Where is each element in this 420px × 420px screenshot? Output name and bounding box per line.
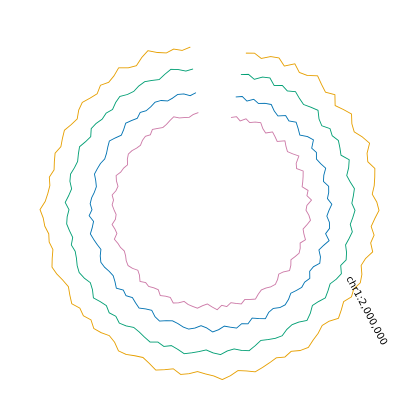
axis-tick-label: chr1:2,000,000 (343, 274, 389, 347)
track-group (39, 46, 380, 381)
series-line-3 (88, 92, 333, 333)
series-line-4 (111, 112, 312, 311)
series-line-2 (64, 68, 356, 356)
series-line-1 (39, 46, 380, 381)
